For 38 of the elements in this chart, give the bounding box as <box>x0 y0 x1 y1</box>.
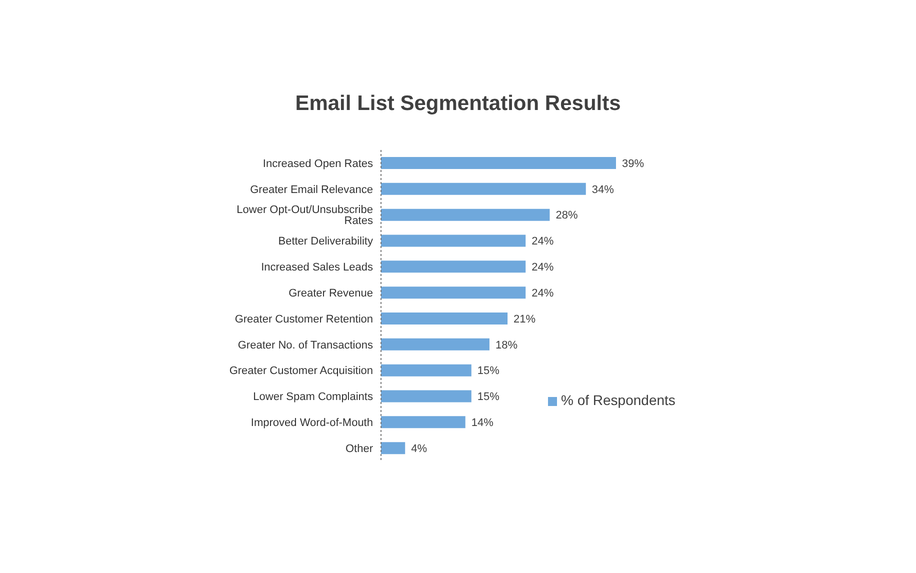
data-label: 34% <box>592 184 614 196</box>
bar <box>381 286 526 299</box>
y-tick-label: Increased Open Rates <box>262 158 374 170</box>
data-label: 24% <box>532 287 554 300</box>
data-label: 24% <box>532 262 554 274</box>
data-label: 28% <box>556 210 578 222</box>
y-tick-label: Greater Customer Acquisition <box>229 365 373 378</box>
bar <box>381 260 526 273</box>
bar <box>381 442 406 454</box>
y-tick-label: Lower Spam Complaints <box>253 391 374 404</box>
y-tick-label: Greater No. of Transactions <box>238 339 374 352</box>
y-tick-label: Lower Opt-Out/Unsubscribe Rates <box>236 204 374 228</box>
bar <box>381 390 472 402</box>
chart-title: Email List Segmentation Results <box>294 92 622 116</box>
data-label: 15% <box>477 391 500 404</box>
y-tick-label: Greater Customer Retention <box>234 313 373 326</box>
data-label: 18% <box>495 339 518 352</box>
y-tick-label: Other <box>345 442 374 455</box>
data-label: 14% <box>471 417 494 430</box>
bar <box>381 312 508 324</box>
y-tick-label: Improved Word-of-Mouth <box>250 417 373 430</box>
data-label: 4% <box>411 442 428 455</box>
bar <box>381 157 616 169</box>
data-label: 15% <box>477 365 500 378</box>
bar <box>381 364 472 376</box>
bar <box>381 208 550 221</box>
bar <box>381 182 586 195</box>
y-tick-label: Better Deliverability <box>278 236 374 248</box>
bar <box>381 338 490 350</box>
bar <box>381 234 526 247</box>
y-tick-label: Greater Revenue <box>288 287 373 300</box>
data-label: 24% <box>532 236 554 248</box>
data-label: 39% <box>622 158 644 170</box>
y-tick-label: Greater Email Relevance <box>250 184 373 196</box>
bar <box>381 416 466 428</box>
data-label: 21% <box>514 313 536 326</box>
y-tick-label: Increased Sales Leads <box>261 262 374 274</box>
legend-label: % of Respondents <box>561 392 676 408</box>
